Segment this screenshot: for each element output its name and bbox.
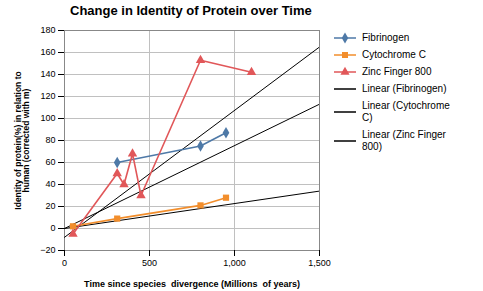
- svg-text:Identity of protein(%) in rela: Identity of protein(%) in relation tohum…: [13, 71, 32, 209]
- html-text:Linear (Fibrinogen): Linear (Fibrinogen): [362, 83, 447, 94]
- svg-text:180: 180: [40, 25, 55, 35]
- html-text:Change in Identity of Protein: Change in Identity of Protein over Time: [70, 3, 312, 18]
- svg-text:80: 80: [45, 135, 55, 145]
- svg-text:Time since species divergence: Time since species divergence (Millions …: [84, 279, 300, 289]
- html-text:Cytochrome C: Cytochrome C: [362, 49, 426, 60]
- svg-text:1,500: 1,500: [308, 258, 331, 268]
- svg-text:120: 120: [40, 91, 55, 101]
- html-text:Fibrinogen: Fibrinogen: [362, 32, 410, 43]
- svg-text:0: 0: [62, 258, 67, 268]
- html-text:Linear (Cytochrome C): Linear (Cytochrome C): [362, 100, 450, 123]
- svg-text:140: 140: [40, 69, 55, 79]
- svg-text:20: 20: [45, 201, 55, 211]
- html-text:Linear (Zinc Finger 800): Linear (Zinc Finger 800): [362, 129, 446, 152]
- svg-text:100: 100: [40, 113, 55, 123]
- svg-text:−20: −20: [40, 245, 55, 255]
- svg-text:160: 160: [40, 47, 55, 57]
- svg-text:40: 40: [45, 179, 55, 189]
- svg-text:1,000: 1,000: [223, 258, 246, 268]
- svg-text:0: 0: [50, 223, 55, 233]
- html-text:Zinc Finger 800: Zinc Finger 800: [362, 66, 432, 77]
- svg-text:500: 500: [142, 258, 157, 268]
- svg-text:60: 60: [45, 157, 55, 167]
